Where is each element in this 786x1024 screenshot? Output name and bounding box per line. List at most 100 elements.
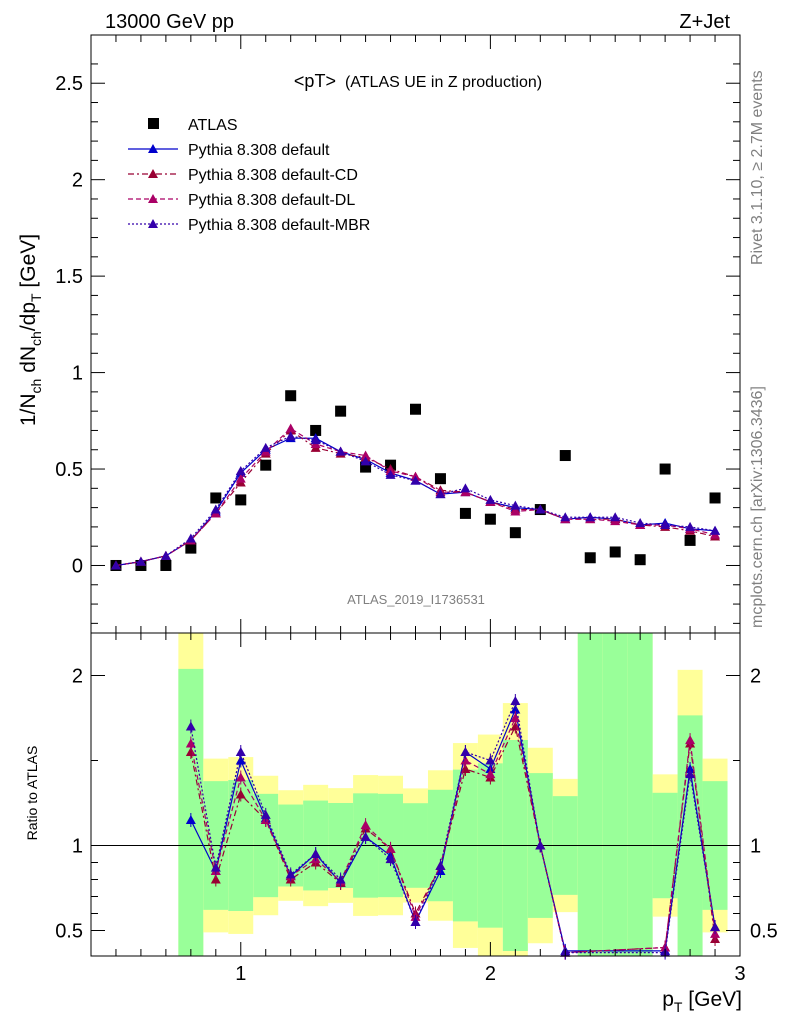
series-point-mbr (260, 442, 271, 452)
ratio-ylabel: Ratio to ATLAS (24, 746, 40, 841)
ratio-point-default (185, 815, 196, 824)
series-line-default (115, 437, 716, 567)
ratio-point-dl (510, 713, 521, 722)
data-point-atlas (160, 559, 172, 571)
ratio-point-mbr (385, 854, 396, 864)
data-point-atlas (335, 405, 347, 417)
ratio-point-default (235, 755, 246, 765)
main-plot-panel: 0 0.5 1 1.5 2 2.5 <pT> (ATLAS UE in Z product… (17, 34, 741, 634)
legend-label-data: ATLAS (188, 117, 238, 134)
ratio-point-mbr (210, 862, 221, 872)
ratio-point-dl (360, 820, 371, 830)
main-ytick-label: 1.5 (55, 266, 83, 288)
series-point-mbr (385, 469, 396, 479)
plot-title: <pT> (294, 71, 336, 91)
ratio-band-inner (602, 633, 628, 956)
ratio-point-mbr (710, 922, 721, 932)
ratio-point-mbr (235, 747, 246, 756)
data-point-atlas (659, 463, 671, 475)
series-point-mbr (160, 550, 171, 560)
rivet-label: Rivet 3.1.10, ≥ 2.7M events (749, 70, 766, 265)
ratio-point-mbr (185, 721, 196, 731)
data-point-atlas (185, 542, 197, 554)
legend-marker-mbr (148, 219, 158, 228)
series-point-mbr (135, 556, 146, 566)
ratio-band-inner (627, 633, 653, 956)
ratio-uncertainty-bands (178, 633, 728, 956)
series-point-mbr (410, 475, 421, 485)
legend-marker-dl (148, 194, 158, 203)
ratio-point-mbr (360, 832, 371, 841)
series-point-mbr (585, 512, 596, 522)
series-point-mbr (685, 521, 696, 531)
ratio-band-inner (677, 715, 703, 956)
ratio-point-dl (185, 738, 196, 748)
data-point-atlas (410, 403, 421, 415)
series-point-mbr (535, 504, 546, 514)
ratio-point-dl (235, 772, 246, 782)
data-point-atlas (584, 552, 596, 564)
data-point-atlas (709, 492, 721, 504)
ratio-ytick-label: 1 (72, 836, 83, 858)
series-point-mbr (660, 519, 671, 529)
legend-marker-cd (148, 169, 158, 178)
ratio-point-mbr (460, 747, 471, 756)
series-point-dl (235, 473, 246, 483)
series-line-cd (115, 429, 716, 567)
series-point-mbr (710, 525, 721, 535)
header-left: 13000 GeV pp (105, 11, 234, 33)
main-plot-marks (110, 390, 721, 571)
data-point-atlas (684, 534, 696, 546)
x-tick-label: 3 (734, 963, 745, 985)
series-point-mbr (185, 533, 196, 543)
main-ylabel: 1/Nch dNch/dpT [GeV] (17, 234, 44, 426)
ratio-point-mbr (260, 809, 271, 819)
series-point-mbr (335, 446, 346, 456)
series-point-mbr (360, 456, 371, 466)
mcplots-label: mcplots.cern.ch [arXiv:1306.3436] (749, 386, 766, 628)
ratio-point-mbr (510, 696, 521, 705)
ratio-band-inner (178, 668, 204, 956)
ratio-ytick-label-right: 0.5 (750, 921, 778, 943)
main-ytick-label: 0 (72, 555, 83, 577)
data-point-atlas (235, 494, 247, 506)
data-point-atlas (260, 459, 272, 471)
analysis-id: ATLAS_2019_I1736531 (347, 592, 485, 607)
data-point-atlas (434, 473, 446, 485)
series-point-mbr (110, 560, 121, 570)
ratio-plot-axes: 0.5 0.5 1 1 2 2 1 2 3 (55, 633, 778, 985)
x-tick-label: 1 (235, 963, 246, 985)
main-ytick-label: 2 (72, 170, 83, 192)
x-tick-label: 2 (485, 963, 496, 985)
data-point-atlas (559, 450, 571, 462)
series-point-mbr (435, 489, 446, 499)
ratio-point-cd (210, 874, 221, 884)
legend: ATLAS Pythia 8.308 default Pythia 8.308 de… (128, 117, 370, 234)
header-right: Z+Jet (679, 11, 730, 33)
series-point-mbr (235, 465, 246, 475)
ratio-point-mbr (410, 917, 421, 926)
legend-label-default: Pythia 8.308 default (188, 142, 330, 159)
ratio-ytick-label-right: 2 (750, 666, 761, 688)
legend-label-dl: Pythia 8.308 default-DL (188, 192, 355, 209)
ratio-plot-panel: 0.5 0.5 1 1 2 2 1 2 3 Ratio to ATLAS (24, 632, 778, 985)
series-point-mbr (210, 504, 221, 514)
series-point-mbr (635, 518, 646, 528)
ratio-point-mbr (335, 874, 346, 884)
ratio-point-dl (485, 769, 496, 779)
series-point-mbr (610, 512, 621, 522)
data-point-atlas (459, 507, 471, 519)
ratio-ytick-label: 0.5 (55, 921, 83, 943)
series-point-dl (360, 450, 371, 460)
legend-marker-atlas (148, 118, 159, 129)
ratio-band-inner (577, 633, 603, 956)
ratio-point-mbr (535, 840, 546, 850)
ratio-point-mbr (285, 869, 296, 879)
ratio-point-mbr (485, 755, 496, 765)
ratio-point-mbr (435, 860, 446, 870)
series-point-dl (285, 423, 296, 433)
main-ytick-label: 0.5 (55, 459, 83, 481)
series-point-mbr (485, 494, 496, 504)
ratio-ytick-label: 2 (72, 666, 83, 688)
data-point-atlas (360, 461, 372, 473)
